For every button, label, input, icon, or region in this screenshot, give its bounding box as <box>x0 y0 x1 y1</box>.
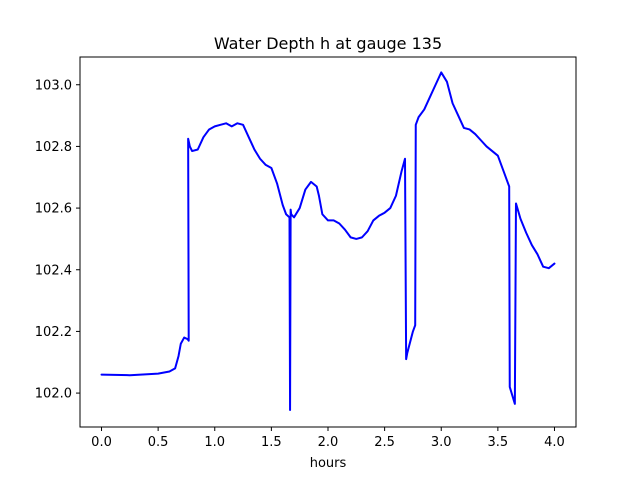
x-tick-label: 0.5 <box>148 435 169 450</box>
chart-title: Water Depth h at gauge 135 <box>214 34 442 53</box>
y-tick-label: 102.2 <box>35 325 72 340</box>
series-line-0 <box>100 71 556 412</box>
x-tick-label: 1.5 <box>261 435 282 450</box>
x-tick-label: 1.0 <box>204 435 225 450</box>
y-tick-label: 102.4 <box>35 263 72 278</box>
y-tick-label: 102.0 <box>35 387 72 402</box>
x-tick-label: 3.0 <box>431 435 452 450</box>
x-tick-label: 2.5 <box>374 435 395 450</box>
x-tick-label: 0.0 <box>91 435 112 450</box>
axes: 0.0 0.5 1.0 1.5 2.0 2.5 3.0 3.5 4.0 102.0 102.2 102… <box>35 56 577 450</box>
plot-area <box>100 71 556 412</box>
x-tick-label: 3.5 <box>488 435 509 450</box>
x-tick-label: 4.0 <box>544 435 565 450</box>
x-tick-label: 2.0 <box>318 435 339 450</box>
y-tick-label: 102.6 <box>35 202 72 217</box>
y-tick-label: 102.8 <box>35 140 72 155</box>
y-tick-label: 103.0 <box>35 78 72 93</box>
x-axis-label: hours <box>310 456 347 471</box>
